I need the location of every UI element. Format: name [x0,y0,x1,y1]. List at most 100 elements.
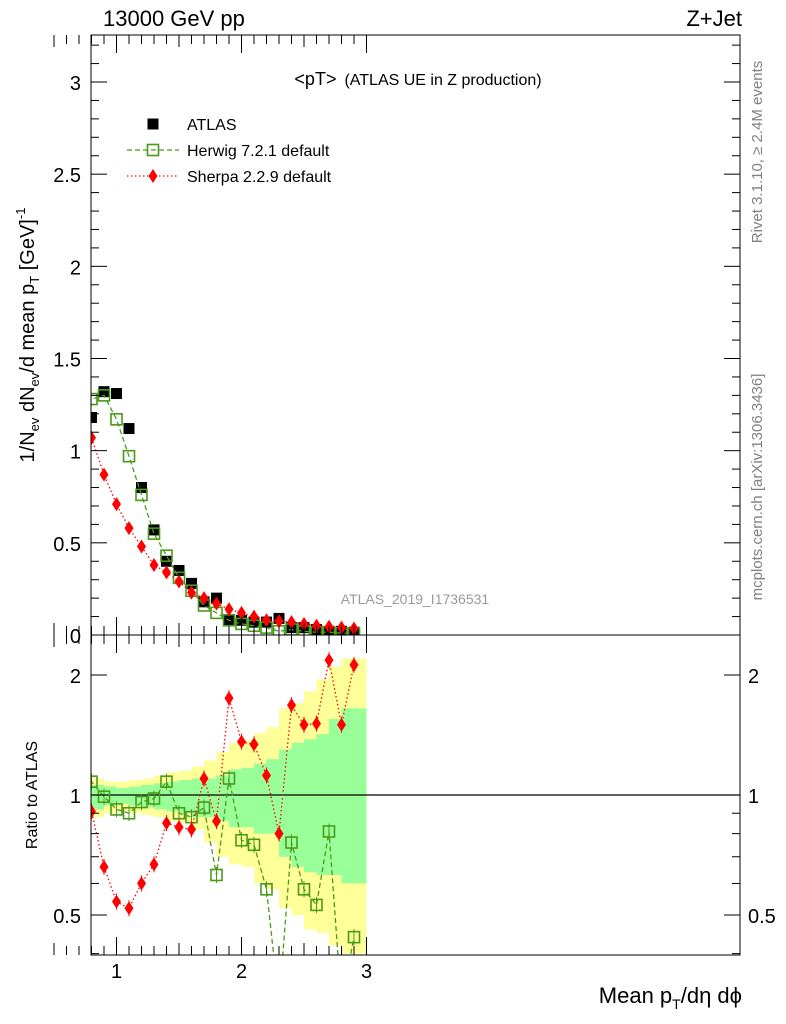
main-point-sherpa [249,609,259,624]
main-point-herwig [74,418,85,429]
main-point-herwig [49,578,60,589]
ratio-point-sherpa [187,822,196,837]
ratio-point-sherpa [112,894,121,909]
ratio-point-herwig [260,883,273,896]
ratio-point-sherpa [124,901,134,916]
main-point-sherpa [75,394,84,408]
main-y-tick-label: 0 [70,626,81,648]
legend-marker-sherpa [148,169,158,183]
main-point-herwig [122,449,136,463]
main-point-sherpa [312,618,321,633]
main-point-sherpa [124,521,134,536]
x-tick-label: 3 [361,961,372,983]
analysis-watermark: ATLAS_2019_I1736531 [341,591,490,607]
ratio-point-herwig [147,792,161,805]
main-y-tick-label: 0.5 [53,534,81,556]
main-point-herwig [61,482,72,493]
ratio-point-herwig [122,806,136,820]
ratio-point-herwig [285,836,298,849]
ratio-point-sherpa [312,716,321,731]
chart-title-main: <pT> [294,69,336,89]
ratio-band-inner-bin [42,693,67,1024]
main-point-sherpa [174,574,184,589]
legend-label-herwig: Herwig 7.2.1 default [187,143,330,160]
ratio-point-herwig [247,838,261,852]
main-point-sherpa [187,585,196,600]
ratio-point-sherpa [199,771,209,786]
main-y-tick-label: 1.5 [53,350,81,372]
main-line-herwig [91,394,355,635]
main-point-atlas [111,388,122,400]
ratio-point-sherpa [274,826,284,841]
ratio-y-tick-label-right: 1 [748,786,759,808]
legend-label-sherpa: Sherpa 2.2.9 default [187,169,332,186]
ratio-point-herwig [49,611,60,622]
ratio-point-sherpa [324,653,334,668]
main-point-atlas [136,482,147,494]
main-y-tick-label: 2 [70,257,81,279]
ratio-point-herwig [297,883,311,896]
ratio-point-sherpa [50,444,59,458]
main-point-sherpa [274,614,284,629]
ratio-point-sherpa [137,876,146,891]
axis-ticks: 0 0.5 1 1.5 2 2.5 3 1 2 3 0.5 0.5 1 1 2 2 [53,35,776,983]
ratio-y-tick-label: 0.5 [53,906,81,928]
x-tick-label: 1 [111,961,122,983]
main-point-atlas [74,467,85,478]
legend-marker-herwig [146,143,160,157]
main-point-sherpa [262,613,271,628]
ratio-point-sherpa [262,768,271,783]
ratio-point-herwig [197,801,211,814]
ratio-point-sherpa [249,737,259,752]
ratio-point-herwig [135,795,148,809]
main-point-atlas [91,411,97,423]
main-line-sherpa [91,434,355,630]
ratio-y-axis-label: Ratio to ATLAS [24,741,41,849]
main-point-sherpa [50,493,59,507]
ratio-point-herwig [210,868,223,882]
main-y-tick-label: 1 [70,442,81,464]
ratio-point-sherpa [287,698,296,713]
main-point-sherpa [112,497,121,512]
main-point-herwig [135,488,148,502]
main-point-atlas [123,423,135,435]
main-point-atlas [186,577,197,589]
ratio-point-sherpa [75,725,84,739]
ratio-point-herwig [74,741,85,752]
main-point-sherpa [237,605,246,620]
ratio-y-tick-label-right: 2 [748,666,759,688]
ratio-point-sherpa [349,657,359,672]
ratio-point-sherpa [99,859,109,874]
ratio-point-herwig [235,833,248,847]
ratio-point-sherpa [62,607,71,621]
main-point-herwig [147,527,161,540]
main-y-axis-label: 1/Nev dNev/d mean pT [GeV]-1 [13,208,42,463]
ratio-point-herwig [160,775,173,788]
ratio-point-sherpa [337,717,346,732]
ratio-band-inner-bin [341,708,367,884]
mcplots-label: mcplots.cern.ch [arXiv:1306.3436] [749,374,766,601]
energy-label: 13000 GeV pp [103,6,245,31]
ratio-point-sherpa [174,820,184,835]
main-point-sherpa [224,602,234,617]
ratio-point-sherpa [237,734,246,749]
ratio-y-tick-label: 2 [70,666,81,688]
main-point-sherpa [99,467,109,482]
ratio-point-herwig [310,898,323,912]
main-point-herwig [160,549,173,563]
main-point-sherpa [91,430,96,445]
main-point-atlas [98,386,110,398]
process-label: Z+Jet [686,6,742,31]
ratio-point-herwig [172,806,186,820]
ratio-band-outer-bin [54,675,79,843]
main-point-atlas [148,524,160,536]
ratio-point-herwig [222,772,236,785]
main-point-sherpa [137,539,146,554]
main-y-tick-label: 2.5 [53,165,81,187]
ratio-point-sherpa [212,814,221,829]
ratio-point-herwig [110,803,123,816]
x-axis-label: Mean pT/dη dϕ [599,983,742,1012]
legend-label-atlas: ATLAS [187,117,237,134]
main-series-group [49,386,361,635]
